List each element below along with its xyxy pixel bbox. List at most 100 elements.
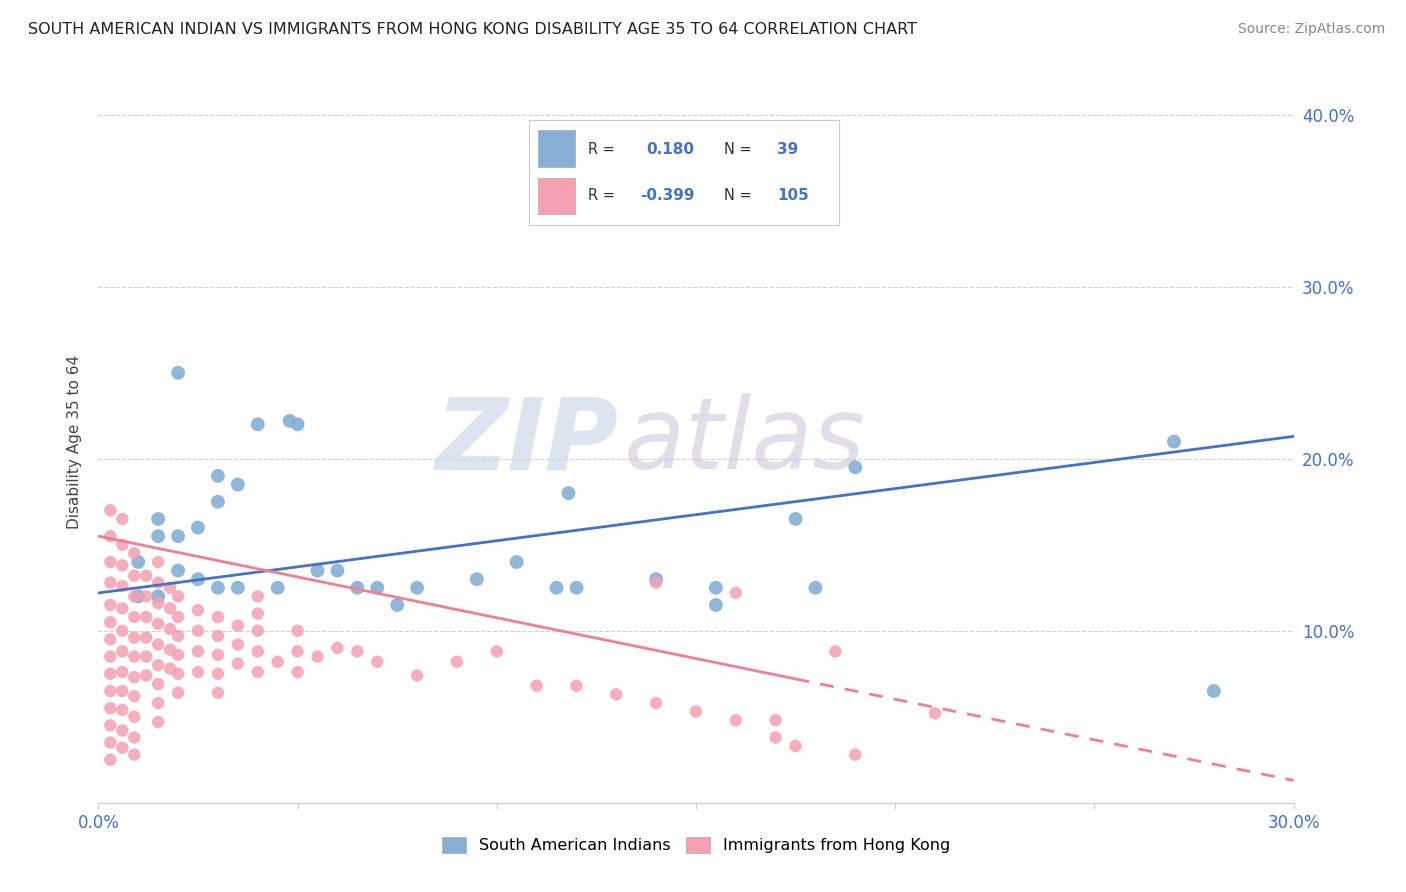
Point: [226, 477, 249, 491]
Point: [1202, 684, 1225, 698]
Point: [124, 631, 146, 645]
Point: [287, 665, 309, 679]
Point: [307, 649, 329, 664]
Point: [98, 632, 122, 647]
Point: [546, 581, 568, 595]
Point: [724, 713, 747, 727]
Point: [366, 581, 388, 595]
Point: [98, 753, 122, 767]
Point: [124, 710, 146, 724]
Point: [565, 581, 588, 595]
Point: [148, 677, 170, 691]
Point: [111, 601, 134, 615]
Point: [159, 642, 181, 657]
Point: [287, 644, 309, 658]
Point: [246, 644, 269, 658]
Point: [148, 714, 170, 729]
Point: [98, 615, 122, 630]
Point: [111, 723, 134, 738]
Point: [685, 705, 707, 719]
Point: [824, 644, 846, 658]
Point: [207, 629, 229, 643]
Point: [187, 665, 209, 679]
Point: [605, 177, 627, 191]
Point: [207, 494, 229, 508]
Point: [98, 598, 122, 612]
Point: [704, 581, 727, 595]
Point: [167, 666, 190, 681]
Point: [506, 555, 529, 569]
Point: [159, 622, 181, 636]
Point: [124, 590, 146, 604]
Point: [246, 417, 269, 432]
Point: [287, 417, 309, 432]
Point: [124, 546, 146, 560]
Point: [159, 581, 181, 595]
Point: [246, 607, 269, 621]
Point: [226, 657, 249, 671]
Text: Source: ZipAtlas.com: Source: ZipAtlas.com: [1237, 22, 1385, 37]
Point: [98, 666, 122, 681]
Point: [124, 568, 146, 582]
Point: [366, 655, 388, 669]
Point: [98, 503, 122, 517]
Point: [111, 665, 134, 679]
Point: [246, 624, 269, 638]
Point: [98, 718, 122, 732]
Point: [267, 655, 290, 669]
Point: [724, 586, 747, 600]
Point: [124, 670, 146, 684]
Point: [127, 555, 149, 569]
Point: [135, 668, 157, 682]
Point: [127, 590, 149, 604]
Point: [124, 731, 146, 745]
Point: [565, 679, 588, 693]
Point: [167, 529, 190, 543]
Point: [148, 638, 170, 652]
Point: [111, 512, 134, 526]
Point: [704, 598, 727, 612]
Point: [385, 598, 409, 612]
Point: [111, 740, 134, 755]
Point: [167, 366, 190, 380]
Point: [167, 610, 190, 624]
Point: [167, 648, 190, 662]
Point: [111, 538, 134, 552]
Point: [98, 555, 122, 569]
Point: [124, 689, 146, 703]
Point: [605, 687, 627, 701]
Point: [148, 512, 170, 526]
Point: [226, 581, 249, 595]
Point: [645, 575, 668, 590]
Point: [111, 579, 134, 593]
Point: [148, 529, 170, 543]
Point: [98, 701, 122, 715]
Point: [346, 644, 368, 658]
Point: [804, 581, 827, 595]
Point: [287, 624, 309, 638]
Point: [148, 575, 170, 590]
Point: [111, 624, 134, 638]
Text: ZIP: ZIP: [436, 393, 619, 490]
Point: [844, 747, 866, 762]
Point: [167, 686, 190, 700]
Point: [111, 558, 134, 573]
Point: [187, 603, 209, 617]
Point: [148, 616, 170, 631]
Point: [207, 666, 229, 681]
Point: [124, 747, 146, 762]
Point: [148, 555, 170, 569]
Point: [446, 655, 468, 669]
Point: [167, 629, 190, 643]
Point: [124, 649, 146, 664]
Point: [226, 638, 249, 652]
Point: [124, 610, 146, 624]
Point: [167, 590, 190, 604]
Point: [135, 590, 157, 604]
Point: [135, 649, 157, 664]
Point: [187, 572, 209, 586]
Point: [765, 731, 787, 745]
Point: [246, 665, 269, 679]
Point: [148, 590, 170, 604]
Point: [111, 703, 134, 717]
